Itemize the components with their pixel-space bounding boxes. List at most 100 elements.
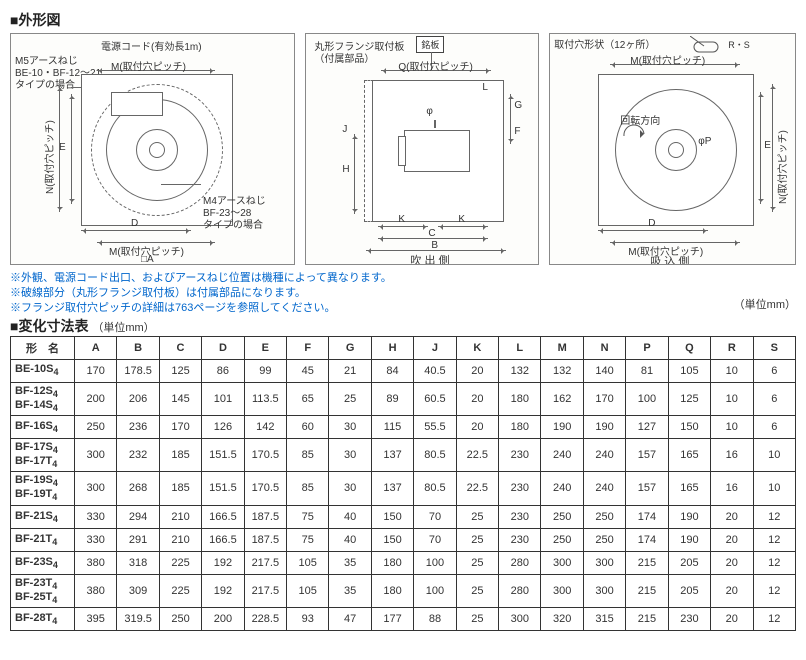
- value-cell: 142: [244, 415, 286, 438]
- value-cell: 300: [499, 608, 541, 631]
- c-dim: C: [428, 228, 435, 239]
- value-cell: 170: [159, 415, 201, 438]
- value-cell: 85: [287, 438, 329, 471]
- value-cell: 12: [753, 551, 796, 574]
- value-cell: 10: [711, 382, 753, 415]
- value-cell: 185: [159, 472, 201, 505]
- value-cell: 12: [753, 608, 796, 631]
- value-cell: 225: [159, 574, 201, 607]
- value-cell: 10: [711, 415, 753, 438]
- col-Q: Q: [668, 336, 710, 359]
- m4-screw-label-3: タイプの場合: [203, 216, 263, 231]
- table-row: BF-19S4BF-19T4300268185151.5170.58530137…: [11, 472, 796, 505]
- value-cell: 318: [117, 551, 159, 574]
- value-cell: 40: [329, 528, 371, 551]
- value-cell: 80.5: [414, 472, 456, 505]
- value-cell: 20: [456, 382, 498, 415]
- l-dim: L: [482, 82, 488, 93]
- value-cell: 25: [456, 528, 498, 551]
- value-cell: 150: [371, 505, 413, 528]
- value-cell: 380: [75, 551, 117, 574]
- col-R: R: [711, 336, 753, 359]
- n-pitch-front: N(取付穴ピッチ): [41, 120, 56, 194]
- value-cell: 100: [626, 382, 668, 415]
- col-H: H: [371, 336, 413, 359]
- value-cell: 10: [711, 359, 753, 382]
- value-cell: 132: [499, 359, 541, 382]
- value-cell: 105: [287, 574, 329, 607]
- table-row: BF-23T4BF-25T4380309225192217.5105351801…: [11, 574, 796, 607]
- rs-label: R・S: [728, 38, 750, 51]
- value-cell: 190: [583, 415, 625, 438]
- m-pitch-rear-top: M(取付穴ピッチ): [630, 52, 705, 67]
- value-cell: 300: [583, 574, 625, 607]
- value-cell: 250: [583, 505, 625, 528]
- value-cell: 80.5: [414, 438, 456, 471]
- value-cell: 150: [668, 415, 710, 438]
- d-dim-front: D: [131, 218, 138, 229]
- value-cell: 70: [414, 505, 456, 528]
- col-M: M: [541, 336, 583, 359]
- value-cell: 320: [541, 608, 583, 631]
- value-cell: 240: [541, 438, 583, 471]
- value-cell: 165: [668, 472, 710, 505]
- value-cell: 145: [159, 382, 201, 415]
- j-dim: J: [342, 124, 347, 135]
- table-body: BE-10S4170178.5125869945218440.520132132…: [11, 359, 796, 631]
- value-cell: 280: [499, 574, 541, 607]
- model-cell: BF-12S4BF-14S4: [11, 382, 75, 415]
- value-cell: 236: [117, 415, 159, 438]
- value-cell: 166.5: [202, 505, 244, 528]
- model-cell: BF-23T4BF-25T4: [11, 574, 75, 607]
- value-cell: 20: [456, 415, 498, 438]
- value-cell: 250: [541, 505, 583, 528]
- value-cell: 60.5: [414, 382, 456, 415]
- value-cell: 20: [711, 505, 753, 528]
- value-cell: 151.5: [202, 472, 244, 505]
- value-cell: 101: [202, 382, 244, 415]
- value-cell: 230: [499, 472, 541, 505]
- value-cell: 174: [626, 505, 668, 528]
- value-cell: 315: [583, 608, 625, 631]
- value-cell: 125: [668, 382, 710, 415]
- value-cell: 170: [583, 382, 625, 415]
- value-cell: 300: [541, 551, 583, 574]
- value-cell: 217.5: [244, 551, 286, 574]
- value-cell: 217.5: [244, 574, 286, 607]
- value-cell: 88: [414, 608, 456, 631]
- value-cell: 35: [329, 574, 371, 607]
- value-cell: 125: [159, 359, 201, 382]
- model-cell: BF-28T4: [11, 608, 75, 631]
- value-cell: 12: [753, 528, 796, 551]
- value-cell: 280: [499, 551, 541, 574]
- diagram-rear-view: 取付穴形状（12ヶ所） R・S M(取付穴ピッチ) 回転方向 φP E N(取付…: [549, 33, 796, 265]
- value-cell: 230: [668, 608, 710, 631]
- col-E: E: [244, 336, 286, 359]
- table-header-row: 形 名ABCDEFGHJKLMNPQRS: [11, 336, 796, 359]
- k-dim-2: K: [458, 214, 465, 225]
- value-cell: 30: [329, 438, 371, 471]
- value-cell: 55.5: [414, 415, 456, 438]
- value-cell: 45: [287, 359, 329, 382]
- value-cell: 6: [753, 382, 796, 415]
- value-cell: 22.5: [456, 472, 498, 505]
- value-cell: 210: [159, 528, 201, 551]
- col-S: S: [753, 336, 796, 359]
- power-cord-label: 電源コード(有効長1m): [101, 38, 202, 53]
- rotation-arrow-icon: [620, 124, 650, 144]
- value-cell: 250: [159, 608, 201, 631]
- col-B: B: [117, 336, 159, 359]
- value-cell: 40.5: [414, 359, 456, 382]
- value-cell: 150: [371, 528, 413, 551]
- f-dim: F: [514, 126, 520, 137]
- value-cell: 300: [75, 472, 117, 505]
- value-cell: 25: [456, 608, 498, 631]
- value-cell: 65: [287, 382, 329, 415]
- value-cell: 151.5: [202, 438, 244, 471]
- value-cell: 190: [668, 528, 710, 551]
- value-cell: 291: [117, 528, 159, 551]
- d-dim-rear: D: [648, 218, 655, 229]
- value-cell: 187.5: [244, 505, 286, 528]
- value-cell: 185: [159, 438, 201, 471]
- value-cell: 165: [668, 438, 710, 471]
